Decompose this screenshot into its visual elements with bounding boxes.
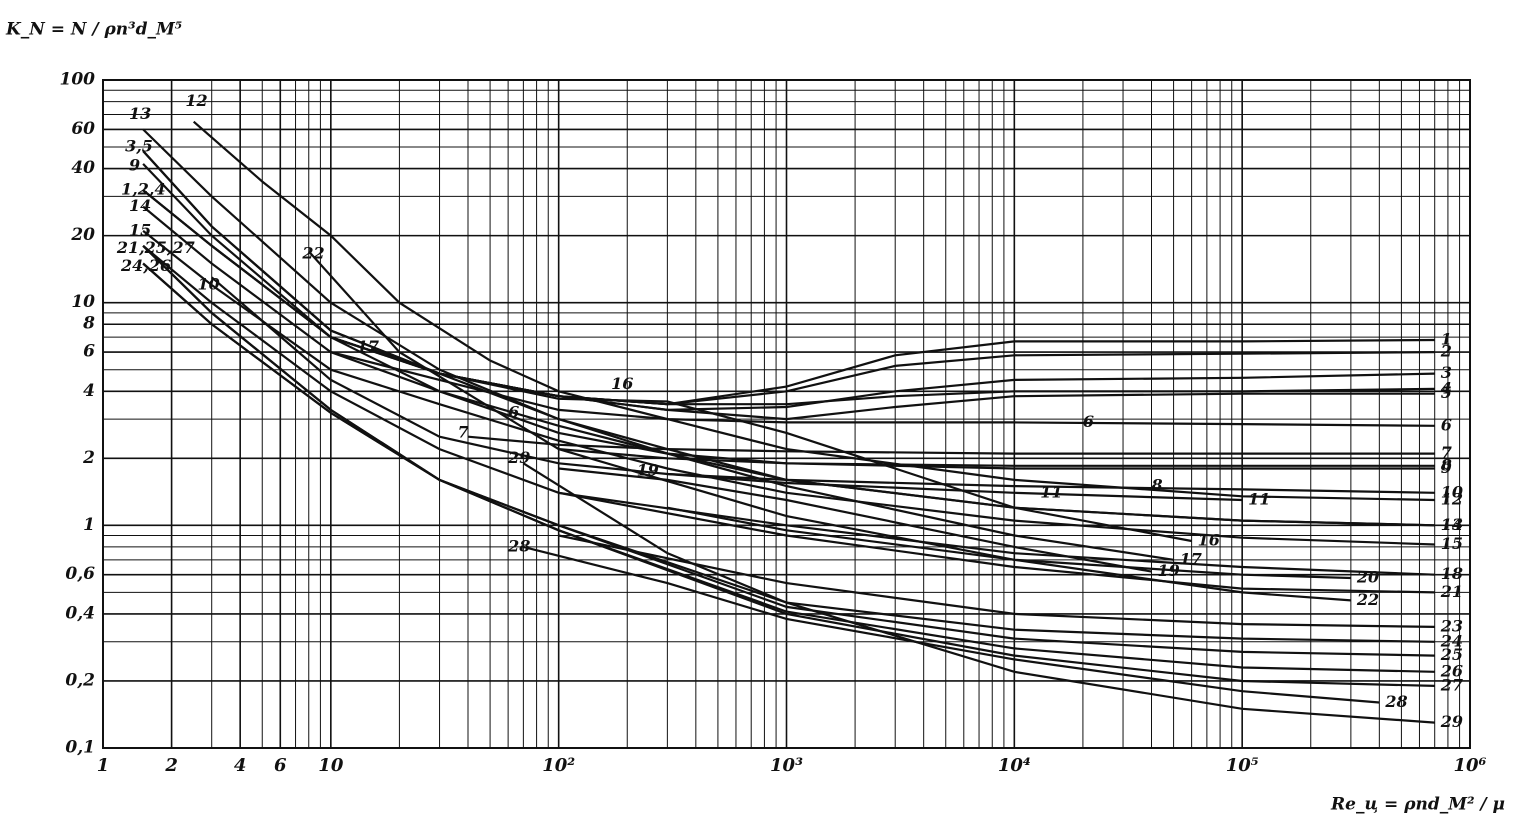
annotation: 11 [1040, 482, 1062, 501]
curve-label: 24 [1440, 631, 1463, 650]
curve-label: 10 [1441, 482, 1463, 501]
y-tick-label: 0,4 [65, 603, 95, 623]
x-tick-label: 6 [274, 755, 287, 776]
x-axis-label: Re_ц = ρnd_M² / μ [1330, 795, 1505, 815]
y-tick-label: 100 [60, 70, 96, 90]
annotation: 13 [129, 104, 151, 123]
plot-frame [102, 79, 1471, 749]
y-tick-label: 0,1 [65, 738, 95, 758]
curve [558, 467, 1152, 573]
y-tick-label: 40 [71, 158, 95, 178]
annotation: 6 [508, 402, 519, 421]
x-tick-label: 10² [542, 755, 575, 776]
curve-label: 28 [1384, 692, 1407, 711]
curve-label: 16 [1198, 531, 1220, 550]
curve-label: 25 [1440, 645, 1463, 664]
curve-label: 6 [1441, 415, 1452, 434]
x-tick-label: 10⁴ [998, 755, 1031, 776]
annotation: 17 [357, 337, 379, 356]
x-tick-label: 2 [164, 755, 178, 776]
annotation: 9 [129, 156, 140, 175]
curve-label: 29 [1440, 712, 1463, 731]
curve [467, 435, 1435, 455]
curve-label: 13 [1441, 515, 1463, 534]
annotation: 15 [129, 220, 151, 239]
annotation: 12 [185, 91, 207, 110]
curve [142, 245, 1435, 687]
curve-label: 27 [1440, 675, 1463, 694]
x-tick-label: 10⁵ [1226, 755, 1259, 776]
curve [558, 491, 1435, 576]
annotation: 7 [458, 422, 469, 441]
curve-label: 3 [1441, 363, 1452, 382]
annotation: 19 [637, 461, 659, 480]
y-tick-label: 60 [71, 119, 95, 139]
curve-label: 22 [1356, 590, 1379, 609]
curve-label: 9 [1441, 458, 1452, 477]
curve-label: 14 [1441, 515, 1463, 534]
x-tick-label: 10⁶ [1454, 755, 1487, 776]
curve [142, 230, 1435, 546]
y-tick-label: 4 [83, 381, 95, 401]
annotation: 14 [129, 196, 151, 215]
curve-label: 12 [1441, 489, 1463, 508]
curve [330, 336, 1192, 543]
curve [192, 120, 1435, 502]
x-tick-label: 10³ [770, 755, 803, 776]
y-tick-label: 0,2 [65, 670, 95, 690]
x-tick-label: 4 [234, 755, 247, 776]
curve [558, 534, 1435, 628]
curve [330, 351, 1435, 427]
annotation: 16 [611, 374, 633, 393]
annotation: 28 [507, 536, 530, 555]
curve-label: 18 [1441, 564, 1463, 583]
curve [142, 205, 1435, 527]
y-tick-label: 1 [83, 515, 95, 535]
curve-label: 4 [1441, 378, 1452, 397]
curve [523, 545, 1380, 704]
curve-label: 20 [1356, 568, 1379, 587]
y-tick-label: 6 [83, 342, 95, 362]
annotation: 21,25,27 [116, 238, 195, 257]
annotation: 29 [507, 448, 530, 467]
curve [142, 163, 1435, 470]
curve [522, 462, 1435, 724]
curve-label: 7 [1441, 443, 1452, 462]
curve-label: 2 [1440, 342, 1452, 361]
x-tick-label: 1 [97, 755, 110, 776]
y-tick-label: 8 [82, 314, 95, 334]
y-tick-label: 20 [70, 225, 95, 245]
curve [142, 189, 1435, 406]
y-tick-label: 2 [82, 448, 95, 468]
curve-label: 11 [1248, 489, 1270, 508]
curve-label: 5 [1441, 383, 1452, 402]
curve-label: 15 [1441, 534, 1463, 553]
curve-label: 1 [1441, 329, 1452, 348]
curve-label: 17 [1180, 549, 1202, 568]
annotation: 3,5 [125, 137, 153, 156]
curve-label: 8 [1440, 455, 1452, 474]
y-axis-label: K_N = N / ρn³d_M⁵ [5, 20, 182, 40]
annotation: 22 [301, 244, 324, 263]
curve [210, 276, 1435, 494]
annotation: 10 [198, 275, 220, 294]
annotation: 6 [1083, 412, 1094, 431]
annotation: 24,26 [120, 256, 171, 275]
y-tick-label: 0,6 [65, 564, 95, 584]
curve [307, 250, 1351, 602]
curve-label: 26 [1440, 661, 1463, 680]
curve [558, 448, 1435, 467]
curve-label: 21 [1440, 582, 1463, 601]
curve [667, 472, 1243, 502]
curve-label: 23 [1440, 616, 1463, 635]
x-tick-label: 10 [318, 755, 344, 776]
curve [142, 150, 1435, 421]
annotation: 1,2,4 [121, 180, 166, 199]
curve [370, 347, 1174, 561]
y-tick-label: 10 [71, 292, 95, 312]
annotation: 8 [1151, 476, 1163, 495]
